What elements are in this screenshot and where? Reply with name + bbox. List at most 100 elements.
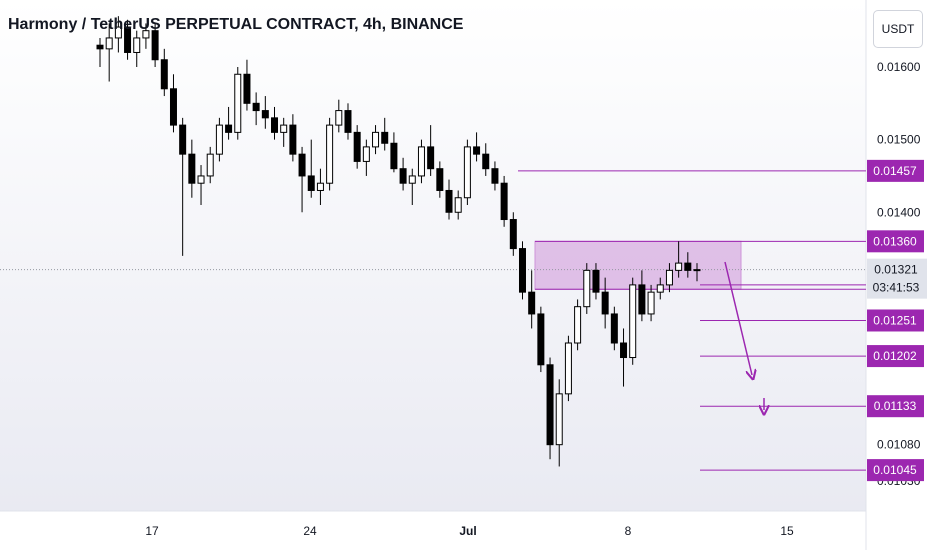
candle [353,125,361,169]
candle [463,139,471,205]
chart-title: Harmony / TetherUS PERPETUAL CONTRACT, 4… [8,16,464,33]
candle-body [261,110,269,119]
candle [179,117,187,256]
candle-body [564,342,572,395]
candle-body [307,175,315,191]
candle-body [656,284,664,293]
candle [225,106,233,140]
price-label-0.01045: 0.01045 [867,459,924,482]
candle [142,23,150,49]
candle-body [142,30,150,39]
candle [206,146,214,184]
candle-body [574,306,582,344]
price-label-bg [867,345,924,368]
candle-body [372,131,380,148]
candle-body [179,124,187,155]
time-tick-label: 17 [145,524,159,538]
candle-body [509,219,517,250]
candle-body [546,364,554,446]
candle-body [629,284,637,359]
zone-layer [534,240,742,290]
candle [372,125,380,155]
current-price-text: 0.01321 [874,263,918,277]
candle [500,175,508,227]
candle [169,74,177,133]
candle [417,139,425,184]
price-tick-label: 0.01080 [877,438,921,452]
candle-body [473,146,481,155]
currency-button[interactable]: USDT [873,10,923,48]
candle-body [381,131,389,144]
time-tick-label: 15 [780,524,794,538]
price-label-text: 0.01202 [873,349,917,363]
time-tick-label: Jul [459,524,476,538]
current-price-badge: 0.01321 03:41:53 [867,258,927,299]
candle-body [316,182,324,191]
candle [215,117,223,162]
candle [647,284,655,322]
candle-body [225,124,233,133]
candle [408,168,416,205]
time-tick-label: 8 [625,524,632,538]
candle-body [215,124,223,155]
countdown-text: 03:41:53 [873,281,920,295]
time-axis-background [0,511,866,550]
candle [298,146,306,213]
candle-body [463,146,471,199]
candle [491,161,499,191]
candle [197,165,205,205]
candle-body [638,284,646,315]
candle [445,179,453,220]
candle-body [243,73,251,104]
price-label-text: 0.01360 [873,234,917,248]
candle [160,48,168,97]
current-price-bg [867,258,927,299]
candle [105,23,113,82]
candle [546,357,554,460]
candle [252,92,260,126]
candle [96,37,104,67]
candle-body [96,44,104,50]
price-label-bg [867,459,924,482]
candle-body [289,124,297,155]
candle-body [427,146,435,170]
candle [436,161,444,198]
candle-body [528,291,536,315]
candle-body [610,313,618,344]
candle [362,139,370,176]
candle [629,277,637,365]
candle-body [684,262,692,271]
candle [399,157,407,191]
candle [261,96,269,129]
price-label-text: 0.01457 [873,164,917,178]
candle-body [482,153,490,170]
candle [693,263,701,282]
candle [537,306,545,373]
candle [151,23,159,67]
candle [335,99,343,133]
candle [509,212,517,256]
candle-body [408,175,416,184]
resistance-zone [534,240,742,290]
price-label-bg [867,395,924,418]
candle-body [417,146,425,177]
candle-body [601,291,609,315]
candle [454,190,462,220]
candle [528,270,536,329]
candle-body [675,262,683,271]
candle [316,168,324,205]
price-label-bg [867,230,924,253]
price-label-0.01202: 0.01202 [867,345,924,368]
candle-body [335,110,343,126]
price-tick-label: 0.01600 [877,60,921,74]
candle [518,241,526,300]
candle-body [344,110,352,133]
candle [583,263,591,314]
price-label-text: 0.01133 [874,399,917,413]
candle [656,277,664,300]
candle [482,143,490,176]
price-label-0.01251: 0.01251 [867,309,924,332]
